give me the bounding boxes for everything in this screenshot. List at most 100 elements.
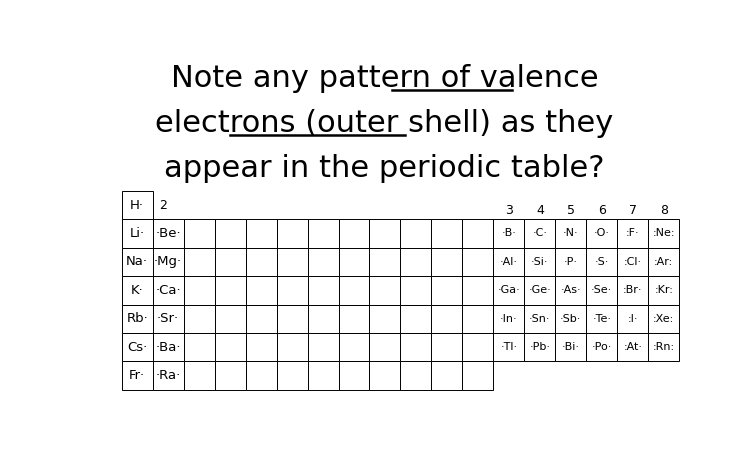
Text: :Kr:: :Kr:	[654, 285, 674, 295]
Bar	[524, 333, 556, 361]
Text: ·Pb·: ·Pb·	[530, 342, 550, 352]
Bar	[370, 276, 400, 305]
Bar	[400, 219, 431, 248]
Text: ·B·: ·B·	[502, 229, 516, 238]
Bar	[556, 248, 586, 276]
Bar	[617, 333, 648, 361]
Bar	[431, 305, 463, 333]
Bar	[370, 219, 400, 248]
Bar	[338, 276, 370, 305]
Text: ·Ca·: ·Ca·	[155, 284, 181, 297]
Text: Cs·: Cs·	[127, 341, 147, 354]
Bar	[370, 305, 400, 333]
Text: ·Mg·: ·Mg·	[154, 256, 182, 268]
Text: :Rn:: :Rn:	[652, 342, 675, 352]
Bar	[494, 305, 524, 333]
Bar	[122, 333, 153, 361]
Bar	[153, 248, 184, 276]
Text: :Ne:: :Ne:	[652, 229, 675, 238]
Bar	[214, 305, 245, 333]
Bar	[400, 361, 431, 390]
Bar	[184, 305, 214, 333]
Text: 5: 5	[567, 204, 574, 217]
Bar	[308, 333, 338, 361]
Text: H·: H·	[130, 198, 144, 211]
Text: appear in the periodic table?: appear in the periodic table?	[164, 154, 604, 184]
Text: ·Ga·: ·Ga·	[497, 285, 520, 295]
Text: ·In·: ·In·	[500, 314, 517, 324]
Text: ·Sr·: ·Sr·	[157, 312, 179, 325]
Bar	[463, 248, 494, 276]
Bar	[556, 219, 586, 248]
Text: 6: 6	[598, 204, 606, 217]
Bar	[648, 248, 680, 276]
Bar	[184, 333, 214, 361]
Bar	[184, 276, 214, 305]
Bar	[431, 361, 463, 390]
Bar	[214, 248, 245, 276]
Bar	[648, 276, 680, 305]
Bar	[400, 333, 431, 361]
Bar	[245, 276, 277, 305]
Bar	[338, 305, 370, 333]
Text: ·Ge·: ·Ge·	[529, 285, 551, 295]
Bar	[463, 276, 494, 305]
Bar	[494, 219, 524, 248]
Text: ·Al·: ·Al·	[500, 257, 518, 267]
Text: ·Ba·: ·Ba·	[155, 341, 181, 354]
Bar	[153, 333, 184, 361]
Bar	[245, 248, 277, 276]
Text: ·Se·: ·Se·	[591, 285, 613, 295]
Bar	[245, 219, 277, 248]
Text: ·O·: ·O·	[594, 229, 610, 238]
Text: :F·: :F·	[626, 229, 640, 238]
Bar	[153, 305, 184, 333]
Bar	[214, 276, 245, 305]
Text: 8: 8	[660, 204, 668, 217]
Bar	[370, 361, 400, 390]
Text: ·As·: ·As·	[560, 285, 581, 295]
Text: :Ar:: :Ar:	[654, 257, 674, 267]
Bar	[556, 305, 586, 333]
Text: ·Tl·: ·Tl·	[500, 342, 517, 352]
Text: Note any pattern of valence: Note any pattern of valence	[170, 64, 598, 94]
Text: :Cl·: :Cl·	[624, 257, 642, 267]
Bar	[308, 219, 338, 248]
Text: K·: K·	[130, 284, 143, 297]
Bar	[277, 276, 308, 305]
Bar	[494, 276, 524, 305]
Bar	[308, 361, 338, 390]
Bar	[586, 219, 617, 248]
Bar	[400, 276, 431, 305]
Bar	[556, 276, 586, 305]
Bar	[184, 219, 214, 248]
Bar	[153, 219, 184, 248]
Bar	[524, 219, 556, 248]
Text: :At·: :At·	[623, 342, 642, 352]
Bar	[586, 276, 617, 305]
Bar	[524, 305, 556, 333]
Bar	[122, 361, 153, 390]
Bar	[122, 248, 153, 276]
Bar	[617, 248, 648, 276]
Bar	[400, 305, 431, 333]
Bar	[214, 219, 245, 248]
Text: ·Sn·: ·Sn·	[530, 314, 550, 324]
Text: ·P·: ·P·	[564, 257, 578, 267]
Bar	[617, 219, 648, 248]
Bar	[524, 248, 556, 276]
Bar	[277, 361, 308, 390]
Bar	[431, 333, 463, 361]
Text: 4: 4	[536, 204, 544, 217]
Bar	[277, 305, 308, 333]
Text: ·Be·: ·Be·	[155, 227, 181, 240]
Bar	[617, 276, 648, 305]
Bar	[586, 333, 617, 361]
Bar	[153, 361, 184, 390]
Text: Na·: Na·	[126, 256, 148, 268]
Bar	[431, 248, 463, 276]
Bar	[308, 276, 338, 305]
Bar	[463, 219, 494, 248]
Text: 2: 2	[160, 198, 167, 211]
Bar	[586, 248, 617, 276]
